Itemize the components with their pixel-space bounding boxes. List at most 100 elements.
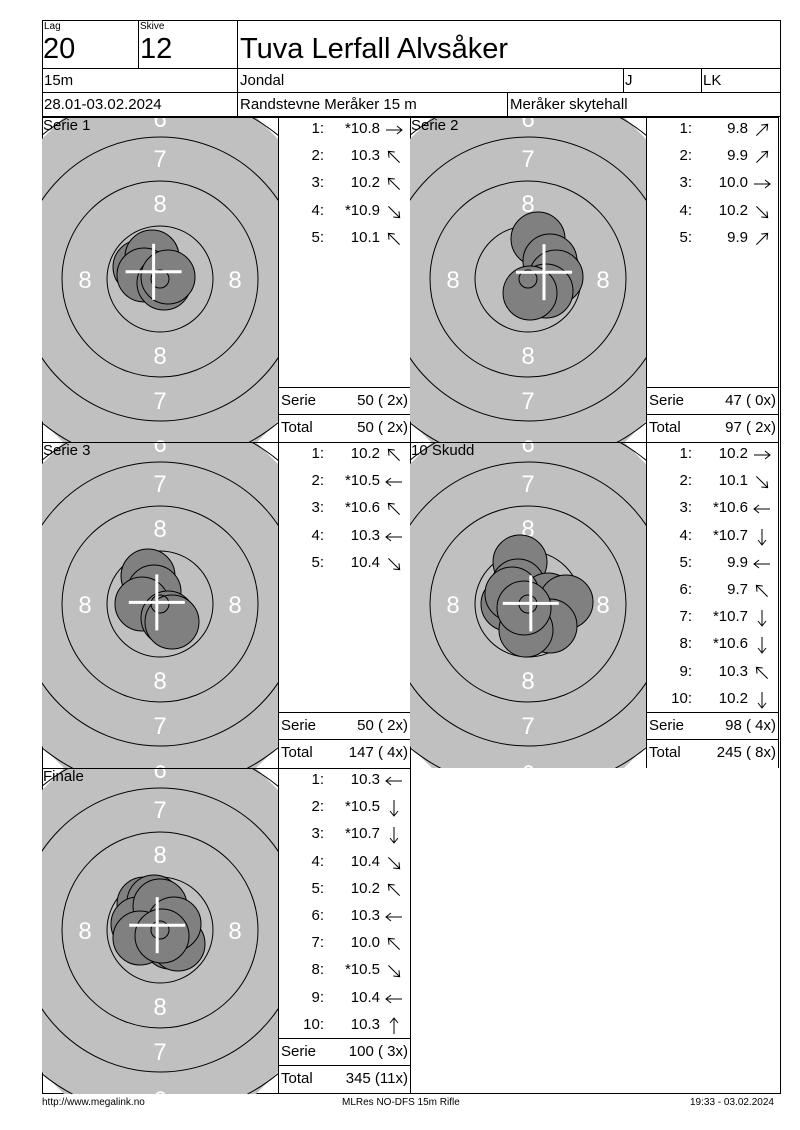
ring-label-8: 8 bbox=[78, 267, 91, 294]
panel-serie-1: 6 6 7 7 8 8 8 8 Serie 1 1: *10.8 2: 10.3 3: 10.2 4: *10.… bbox=[42, 117, 411, 443]
footer-url[interactable]: http://www.megalink.no bbox=[42, 1097, 145, 1108]
shot-row: 5: 9.9 bbox=[647, 554, 780, 574]
shot-score: *10.7 bbox=[712, 526, 748, 544]
event: Randstevne Meråker 15 m bbox=[240, 96, 417, 113]
target-ring bbox=[106, 225, 214, 333]
shot-number: 3: bbox=[311, 174, 324, 192]
shot-row: 3: *10.6 bbox=[279, 499, 412, 519]
shot-score: *10.6 bbox=[344, 499, 380, 517]
panel-title: Serie 3 bbox=[43, 442, 91, 459]
shot-row: 7: *10.7 bbox=[647, 608, 780, 628]
serie-summary: Serie 50 ( 2x) bbox=[279, 712, 411, 738]
arrow-up-left-icon bbox=[385, 148, 403, 170]
serie-label: Serie bbox=[281, 1043, 317, 1060]
panel-finale: 6 6 7 7 8 8 8 8 Finale 1: 10.3 2: *10.5 3: *10.7 4: 10.4… bbox=[42, 768, 411, 1094]
total-value: 345 (11x) bbox=[345, 1070, 408, 1087]
total-value: 97 ( 2x) bbox=[725, 419, 776, 436]
divider bbox=[701, 68, 702, 93]
serie-value: 47 ( 0x) bbox=[725, 392, 776, 409]
shot-number: 2: bbox=[311, 147, 324, 165]
arrow-down-right-icon bbox=[385, 555, 403, 577]
shot-score: *10.8 bbox=[344, 120, 380, 137]
arrow-up-left-icon bbox=[753, 664, 771, 686]
shot-number: 5: bbox=[311, 553, 324, 571]
shot-row: 7: 10.0 bbox=[279, 934, 412, 954]
shot-row: 1: *10.8 bbox=[279, 120, 412, 140]
total-summary: Total 345 (11x) bbox=[279, 1065, 411, 1094]
skive-label: Skive bbox=[140, 21, 165, 32]
arrow-up-left-icon bbox=[385, 500, 403, 522]
shot-number: 10: bbox=[671, 689, 692, 707]
ring-label-7: 7 bbox=[153, 797, 166, 824]
shot-row: 6: 10.3 bbox=[279, 907, 412, 927]
target: 6 6 7 7 8 8 8 8 bbox=[42, 768, 278, 1094]
distance: 15m bbox=[44, 72, 74, 89]
target-ring bbox=[42, 787, 278, 1073]
target-ring bbox=[429, 505, 627, 703]
shot-list: 1: 10.2 2: *10.5 3: *10.6 4: 10.3 5: 10.4 Serie 50 … bbox=[278, 442, 411, 768]
target-ring bbox=[61, 180, 259, 378]
serie-summary: Serie 50 ( 2x) bbox=[279, 387, 411, 413]
total-summary: Total 147 ( 4x) bbox=[279, 739, 411, 768]
shot-list: 1: 10.2 2: 10.1 3: *10.6 4: *10.7 5: 9.9 6: 9.7 7: *1… bbox=[646, 442, 779, 768]
ring-label-8: 8 bbox=[596, 592, 609, 619]
shot-number: 1: bbox=[311, 771, 324, 788]
arrow-left-icon bbox=[385, 772, 403, 794]
shot-number: 1: bbox=[311, 120, 324, 137]
shot-score: *10.9 bbox=[344, 201, 380, 219]
ring-label-7: 7 bbox=[153, 388, 166, 415]
shot-hole bbox=[134, 908, 190, 964]
total-label: Total bbox=[649, 419, 681, 436]
shot-score: 10.0 bbox=[350, 934, 380, 952]
ring-label-8: 8 bbox=[153, 516, 166, 543]
arrow-down-right-icon bbox=[753, 473, 771, 495]
arrow-right-icon bbox=[753, 446, 771, 468]
shot-number: 3: bbox=[311, 825, 324, 843]
ring-label-7: 7 bbox=[153, 1039, 166, 1066]
shot-score: *10.7 bbox=[712, 608, 748, 626]
shot-score: 10.2 bbox=[718, 445, 748, 462]
panel-border bbox=[410, 117, 779, 443]
shot-score: 10.4 bbox=[350, 852, 380, 870]
total-value: 245 ( 8x) bbox=[716, 744, 776, 761]
shot-row: 8: *10.5 bbox=[279, 961, 412, 981]
ring-label-8: 8 bbox=[78, 592, 91, 619]
shot-number: 6: bbox=[679, 581, 692, 598]
shot-score: 10.3 bbox=[350, 771, 380, 788]
shot-number: 4: bbox=[311, 526, 324, 544]
shot-row: 2: 10.3 bbox=[279, 147, 412, 167]
panel-title: 10 Skudd bbox=[411, 442, 475, 459]
shot-row: 1: 10.3 bbox=[279, 771, 412, 791]
date: 28.01-03.02.2024 bbox=[44, 96, 162, 113]
skive-value: 12 bbox=[140, 33, 173, 65]
serie-value: 98 ( 4x) bbox=[725, 717, 776, 734]
ring-label-8: 8 bbox=[153, 994, 166, 1021]
shot-row: 4: 10.2 bbox=[647, 202, 780, 222]
shot-number: 1: bbox=[679, 445, 692, 462]
ring-label-8: 8 bbox=[521, 343, 534, 370]
shot-score: 10.2 bbox=[350, 445, 380, 462]
shot-score: 10.3 bbox=[718, 662, 748, 680]
arrow-left-icon bbox=[385, 990, 403, 1012]
arrow-down-icon bbox=[753, 691, 771, 713]
arrow-up-left-icon bbox=[385, 935, 403, 957]
shot-score: 9.9 bbox=[727, 147, 748, 165]
shot-row: 2: *10.5 bbox=[279, 472, 412, 492]
target-ring bbox=[410, 136, 646, 422]
arrow-down-right-icon bbox=[385, 962, 403, 984]
ring-label-6: 6 bbox=[153, 768, 166, 784]
shot-number: 7: bbox=[311, 934, 324, 952]
shot-number: 9: bbox=[679, 662, 692, 680]
ring-label-8: 8 bbox=[446, 267, 459, 294]
venue: Meråker skytehall bbox=[510, 96, 628, 113]
shot-row: 5: 10.2 bbox=[279, 880, 412, 900]
arrow-up-left-icon bbox=[385, 446, 403, 468]
ring-label-8: 8 bbox=[521, 191, 534, 218]
ring-label-8: 8 bbox=[153, 842, 166, 869]
shot-number: 5: bbox=[679, 553, 692, 571]
shot-row: 9: 10.3 bbox=[647, 663, 780, 683]
shot-number: 5: bbox=[311, 228, 324, 246]
shot-score: 10.2 bbox=[350, 174, 380, 192]
footer-timestamp: 19:33 - 03.02.2024 bbox=[690, 1097, 774, 1108]
